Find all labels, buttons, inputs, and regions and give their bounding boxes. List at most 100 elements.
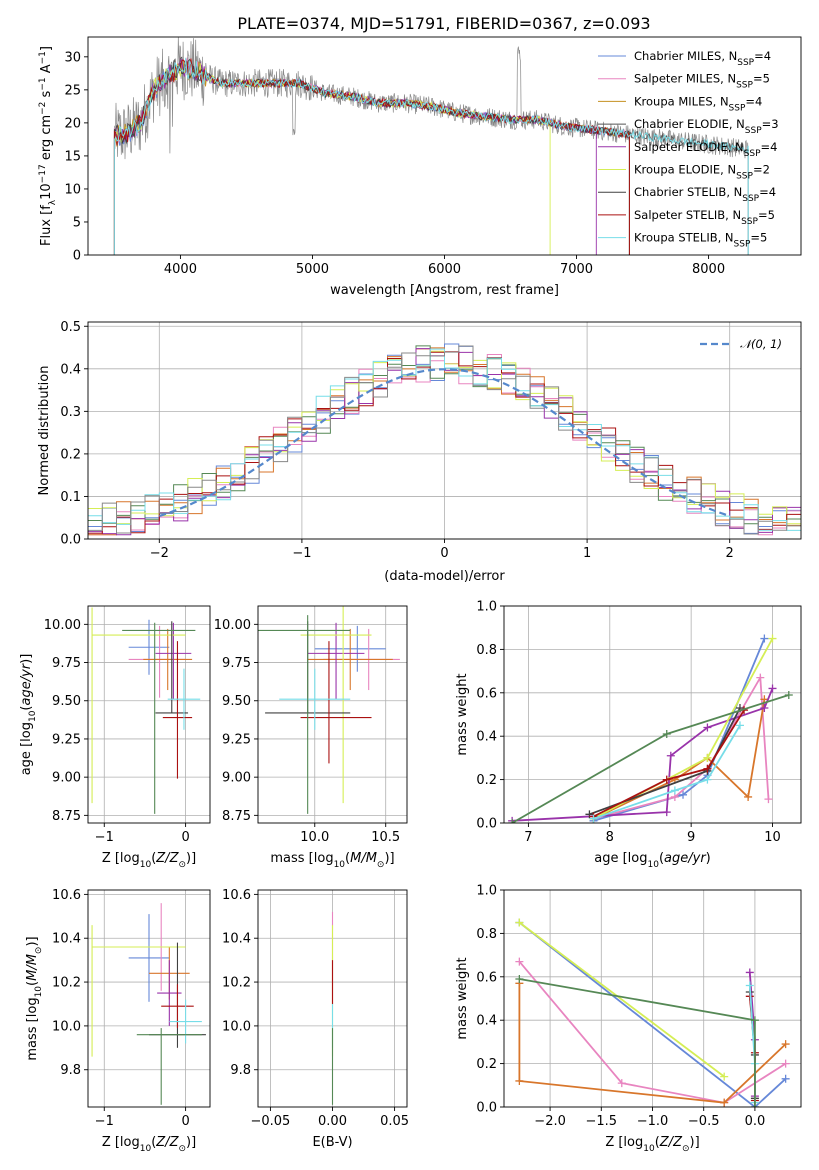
y-tick-label: 9.00 [52, 771, 81, 786]
y-axis-label: Flux [fλ10−17 erg cm−2 s−1 A−1] [38, 46, 58, 246]
y-tick-label: 0.6 [476, 686, 497, 701]
y-tick-label: 9.00 [222, 771, 251, 786]
x-tick-label: −1 [95, 1114, 114, 1129]
weight-series-5 [585, 703, 744, 819]
y-tick-label: 0.2 [476, 773, 497, 788]
y-tick-label: 10.4 [52, 932, 81, 947]
x-tick-label: 7 [524, 830, 532, 845]
weight-marker [662, 775, 671, 784]
y-tick-label: 0.0 [476, 1101, 497, 1116]
plot-area [113, 37, 749, 255]
x-tick-label: 8000 [692, 262, 725, 277]
y-tick-label: 0.8 [476, 643, 497, 658]
weight-marker [781, 1074, 790, 1083]
axes-frame [257, 605, 408, 824]
x-tick-label: 0.00 [318, 1114, 347, 1129]
y-tick-label: 10.00 [44, 618, 81, 633]
legend-entry: Chabrier STELIB, NSSP=4 [634, 185, 776, 204]
y-tick-label: 15 [64, 149, 81, 164]
errorbar-point-2 [143, 628, 193, 691]
y-axis-label: mass [log10(M/M⊙)] [25, 936, 44, 1060]
weight-marker [745, 968, 754, 977]
errorbar-point-4 [91, 607, 186, 804]
plot-area [258, 606, 400, 814]
weight-marker [760, 703, 769, 712]
errorbar-point-5 [155, 621, 189, 714]
y-tick-label: 9.8 [60, 1063, 81, 1078]
y-tick-label: 8.75 [52, 809, 81, 824]
y-tick-label: 0.8 [476, 927, 497, 942]
y-tick-label: 0.3 [60, 405, 81, 420]
weight-series-8 [508, 690, 793, 823]
errorbar-point-6 [162, 641, 193, 779]
y-tick-label: 1.0 [476, 600, 497, 615]
x-tick-label: 10.5 [371, 830, 400, 845]
x-tick-label: 8 [606, 830, 614, 845]
weight-marker [662, 808, 671, 817]
y-tick-label: 9.25 [222, 732, 251, 747]
weight-marker [781, 1059, 790, 1068]
legend-entry: Chabrier ELODIE, NSSP=3 [634, 117, 779, 136]
errorbar-point-7 [279, 668, 351, 730]
errorbar-point-6 [161, 984, 194, 1029]
legend-entry: Kroupa ELODIE, NSSP=2 [634, 163, 770, 182]
y-tick-label: 10.0 [52, 1019, 81, 1034]
axes-frame [503, 605, 802, 824]
weight-marker [515, 974, 524, 983]
weight-marker [744, 792, 753, 801]
panel-spectrum: 4000 5000 6000 7000 8000 0 5 10 15 20 25 30 waveleng… [38, 36, 802, 298]
weight-marker [703, 764, 712, 773]
y-tick-label: 10.00 [214, 618, 251, 633]
weight-series-6 [589, 706, 749, 821]
y-tick-label: 0.4 [476, 730, 497, 745]
y-tick-label: 1.0 [476, 884, 497, 899]
panel-mass-ebv: −0.05 0.00 0.05 9.8 10.0 10.2 10.4 10.6 E(B-V) [222, 888, 409, 1150]
x-axis-label: age [log10(age/yr) [594, 851, 711, 870]
x-tick-label: 0 [440, 546, 448, 561]
axes-frame [87, 889, 211, 1108]
y-tick-label: 9.75 [52, 656, 81, 671]
errorbar-point-3 [307, 622, 365, 700]
y-tick-label: 9.50 [222, 694, 251, 709]
y-tick-label: 10.2 [222, 976, 251, 991]
y-tick-label: 9.75 [222, 656, 251, 671]
errorbar-point-7 [167, 668, 201, 730]
weight-marker [515, 957, 524, 966]
x-tick-label: −1.5 [586, 1114, 618, 1129]
plot-area [515, 918, 790, 1107]
x-tick-label: −1 [95, 830, 114, 845]
weight-line [512, 688, 774, 822]
x-axis-label: Z [log10(Z/Z⊙)] [102, 851, 196, 870]
y-tick-label: 10 [64, 182, 81, 197]
y-tick-label: 10.4 [222, 932, 251, 947]
weight-line [593, 724, 741, 820]
y-tick-label: 0.0 [60, 533, 81, 548]
x-axis-label: (data-model)/error [384, 569, 505, 584]
x-tick-label: −1.0 [637, 1114, 669, 1129]
y-tick-label: 0.5 [60, 320, 81, 335]
model-spectrum-3 [113, 56, 749, 255]
x-tick-label: 7000 [560, 262, 593, 277]
weight-marker [585, 810, 594, 819]
y-tick-label: 0.0 [476, 817, 497, 832]
x-tick-label: 2 [726, 546, 734, 561]
model-spectrum-8 [113, 57, 749, 255]
legend-entry: Salpeter STELIB, NSSP=5 [634, 208, 775, 227]
weight-marker [515, 1076, 524, 1085]
plot-area [91, 607, 201, 814]
x-tick-label: 6000 [428, 262, 461, 277]
errorbar-point-4 [300, 606, 372, 804]
weight-marker [662, 730, 671, 739]
y-tick-label: 30 [64, 50, 81, 65]
weight-marker [720, 1098, 729, 1107]
y-tick-label: 10.6 [222, 888, 251, 903]
weight-marker [760, 634, 769, 643]
weight-line [518, 921, 787, 1107]
weight-series-7 [589, 721, 744, 823]
legend-entry: Salpeter MILES, NSSP=5 [634, 72, 770, 91]
x-axis-label: E(B-V) [312, 1135, 352, 1150]
y-tick-label: 0.1 [60, 490, 81, 505]
plot-area [508, 634, 793, 823]
weight-series-8 [515, 974, 759, 1107]
